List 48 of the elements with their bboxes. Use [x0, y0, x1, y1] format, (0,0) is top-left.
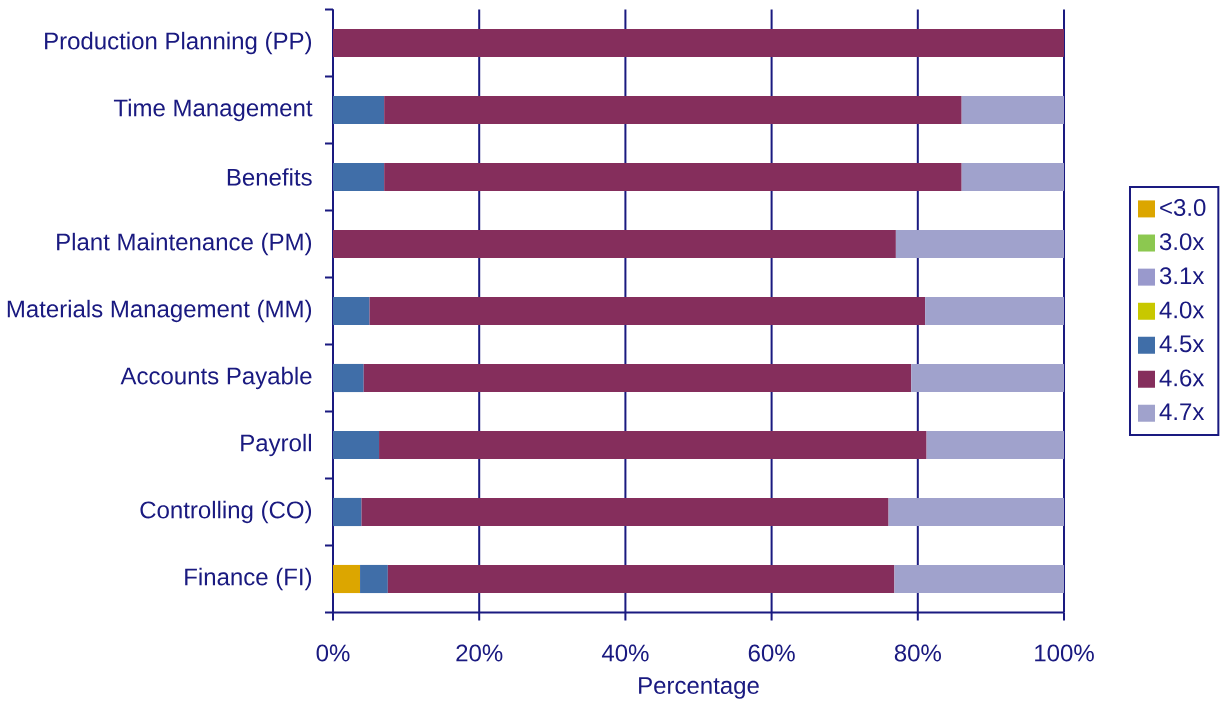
- bar: [333, 229, 896, 259]
- y-tick-label: Benefits: [227, 168, 312, 186]
- bar: [961, 162, 1065, 192]
- bar: [333, 497, 362, 527]
- bar: [894, 564, 1065, 594]
- bar: [369, 296, 926, 326]
- bar: [333, 430, 380, 460]
- bar: [895, 229, 1065, 259]
- legend-label: 4.0x: [1159, 301, 1205, 319]
- bar: [333, 564, 361, 594]
- y-tick-label: Production Planning (PP): [45, 31, 312, 55]
- bar: [333, 28, 1065, 58]
- bar: [333, 162, 385, 192]
- x-tick-label: 100%: [1035, 644, 1094, 662]
- legend-label: 4.6x: [1159, 369, 1205, 387]
- bar: [361, 497, 889, 527]
- legend-label: 3.0x: [1159, 233, 1205, 251]
- x-tick-label: 0%: [316, 644, 350, 662]
- legend-label: 3.1x: [1159, 267, 1205, 285]
- bar: [363, 363, 912, 393]
- y-tick-label: Accounts Payable: [120, 366, 312, 390]
- y-tick-label: Controlling (CO): [140, 500, 312, 524]
- bar: [926, 430, 1065, 460]
- x-tick-label: 40%: [601, 644, 649, 662]
- y-tick-label: Payroll: [241, 433, 311, 457]
- y-tick-label: Materials Management (MM): [7, 299, 312, 323]
- bar: [925, 296, 1065, 326]
- bar: [333, 95, 385, 125]
- y-tick-label: Time Management: [113, 98, 313, 122]
- legend-label: 4.5x: [1159, 335, 1205, 353]
- y-tick-label: Plant Maintenance (PM): [57, 232, 312, 256]
- legend-label: 4.7x: [1159, 403, 1205, 420]
- bar: [333, 363, 364, 393]
- bar: [384, 162, 962, 192]
- x-tick-label: 60%: [748, 644, 795, 662]
- y-tick-label: Finance (FI): [185, 567, 312, 591]
- bar: [911, 363, 1065, 393]
- bar: [360, 564, 388, 594]
- bar: [961, 95, 1065, 125]
- bar: [379, 430, 927, 460]
- bar: [333, 296, 370, 326]
- x-axis-title: Percentage: [639, 677, 759, 699]
- bar: [387, 564, 895, 594]
- x-tick-label: 20%: [456, 644, 503, 662]
- bar: [888, 497, 1065, 527]
- x-tick-label: 80%: [894, 644, 941, 662]
- bar: [384, 95, 962, 125]
- legend-label: <3.0: [1160, 199, 1206, 217]
